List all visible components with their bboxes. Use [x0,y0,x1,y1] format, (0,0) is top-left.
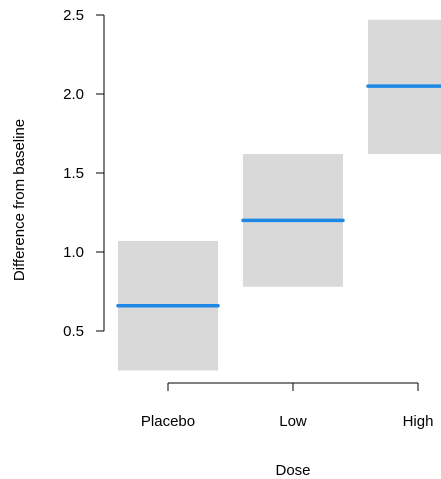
x-tick-label: Low [279,413,307,430]
y-axis: 0.5 1.0 1.5 2.0 2.5 [63,7,105,340]
mean-lines [116,84,441,308]
x-axis: Placebo Low High [141,382,434,430]
y-tick-label: 2.0 [63,86,84,103]
y-tick-label: 2.5 [63,7,84,24]
y-tick-label: 0.5 [63,323,84,340]
confidence-bands [118,19,441,371]
y-tick-label: 1.0 [63,244,84,261]
x-tick-label: Placebo [141,413,195,430]
x-tick-label: High [403,413,434,430]
y-axis-label: Difference from baseline [11,119,28,281]
y-tick-label: 1.5 [63,165,84,182]
x-axis-label: Dose [275,462,310,479]
